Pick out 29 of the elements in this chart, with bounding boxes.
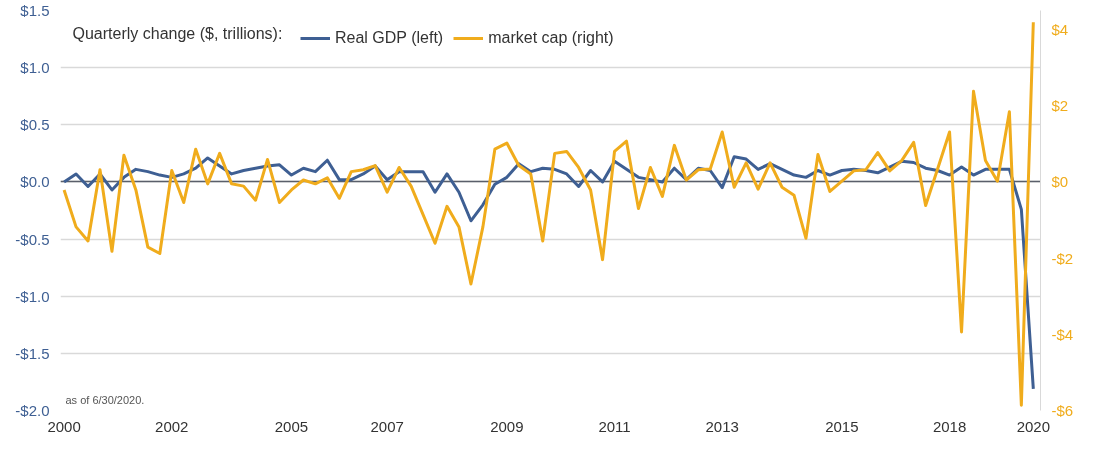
line-series (62, 20, 1035, 407)
y2-tick-label: -$6 (1051, 402, 1074, 419)
y-tick-label: $1.5 (20, 2, 50, 19)
y2-tick-label: -$4 (1051, 325, 1074, 343)
y-tick-label: -$1.5 (15, 344, 50, 362)
x-tick-label: 2005 (274, 417, 309, 435)
x-tick-label: 2009 (490, 417, 524, 435)
x-tick-label: 2015 (825, 417, 859, 435)
legend-title: Quarterly change ($, trillions): (72, 25, 283, 42)
y-tick-label: $0.0 (20, 173, 50, 191)
x-tick-label: 2018 (932, 417, 967, 435)
x-tick-label: 2002 (155, 417, 189, 435)
y-tick-label: -$0.5 (15, 230, 50, 248)
y-tick-label: -$2.0 (15, 402, 50, 419)
y2-tick-label: $2 (1051, 97, 1069, 115)
x-tick-label: 2007 (370, 417, 404, 435)
x-tick-label: 2000 (47, 417, 81, 435)
y2-tick-label: -$2 (1051, 249, 1074, 267)
y-tick-label: $1.0 (20, 59, 50, 77)
legend-label: market cap (right) (488, 29, 614, 47)
y2-tick-label: $0 (1051, 173, 1069, 191)
annotation: as of 6/30/2020. (65, 393, 145, 406)
x-tick-label: 2020 (1016, 417, 1051, 435)
x-tick-label: 2011 (598, 417, 631, 435)
legend-label: Real GDP (left) (335, 29, 444, 47)
y2-tick-label: $4 (1051, 21, 1069, 39)
y-tick-label: $0.5 (20, 116, 50, 134)
x-tick-label: 2013 (705, 417, 739, 435)
y-tick-label: -$1.0 (15, 287, 50, 305)
